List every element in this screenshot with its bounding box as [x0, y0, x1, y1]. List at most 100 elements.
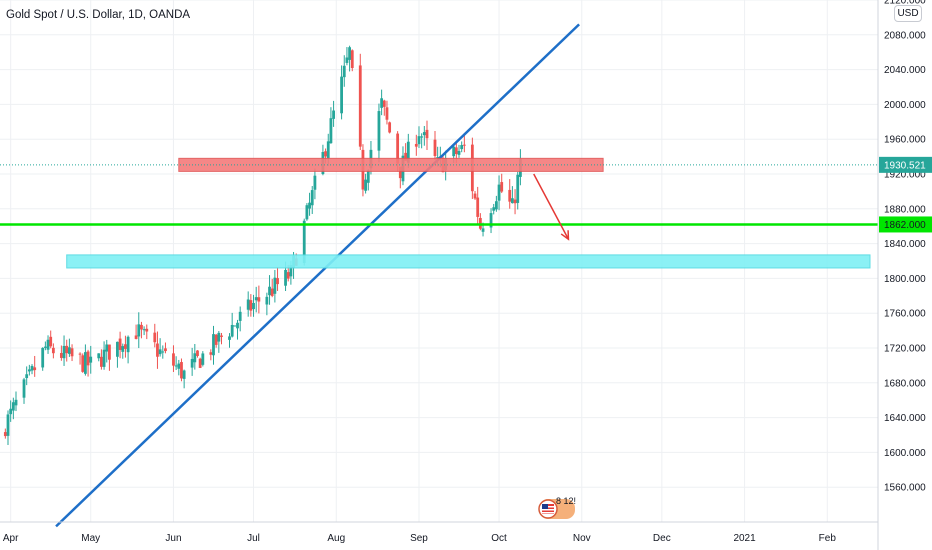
candle-body — [500, 182, 504, 192]
candle-body — [348, 47, 351, 60]
candle-body — [108, 344, 111, 360]
y-tick-label: 1680.000 — [884, 378, 926, 389]
candle-body — [3, 432, 7, 437]
candle-body — [420, 136, 424, 138]
candle-body — [137, 324, 141, 337]
arrow-head — [560, 230, 570, 241]
candle-body — [209, 352, 213, 355]
candle-body — [462, 144, 466, 146]
x-tick-label: Nov — [573, 533, 591, 544]
arrow-shaft — [533, 173, 570, 240]
candle-body — [46, 339, 50, 350]
candle-body — [473, 193, 477, 199]
candle-body — [97, 353, 101, 359]
us-flag-icon — [538, 499, 575, 519]
candle-body — [265, 296, 269, 305]
candle-body — [302, 220, 306, 263]
candle-body — [436, 157, 440, 159]
y-tick-label: 1840.000 — [884, 239, 926, 250]
candle-body — [177, 363, 181, 369]
candle-body — [398, 166, 402, 179]
candle-body — [78, 353, 82, 355]
candle-body — [489, 213, 493, 228]
candle-body — [313, 175, 317, 190]
candle-body — [43, 346, 47, 348]
candle-body — [516, 174, 520, 203]
candle-body — [286, 272, 290, 279]
candle-body — [100, 356, 103, 367]
candle-body — [182, 370, 186, 379]
candle-body — [164, 348, 167, 352]
candle-body — [422, 132, 426, 136]
candle-body — [105, 344, 109, 352]
candle-body — [172, 353, 175, 366]
drawings-layer[interactable] — [0, 23, 878, 528]
candle-body — [233, 325, 237, 327]
x-tick-label: Feb — [819, 533, 837, 544]
candle-body — [217, 332, 221, 342]
y-tick-label: 1720.000 — [884, 344, 926, 355]
ticker-badge[interactable]: 8 12! — [538, 496, 578, 522]
candle-body — [236, 322, 239, 329]
candle-body — [380, 98, 384, 108]
candle-body — [198, 358, 202, 368]
candle-body — [14, 399, 18, 406]
candle-body — [246, 299, 250, 310]
candle-body — [220, 335, 223, 337]
candle-body — [196, 350, 199, 356]
candle-body — [433, 139, 437, 157]
trendline — [55, 23, 580, 528]
currency-button[interactable]: USD — [894, 5, 922, 22]
candle-body — [454, 147, 458, 155]
candle-body — [289, 265, 293, 277]
candle-body — [228, 336, 231, 340]
candle-body — [249, 300, 253, 311]
candle-body — [385, 107, 389, 120]
candle-body — [406, 141, 410, 163]
candle-body — [180, 362, 183, 379]
candle-body — [83, 352, 87, 374]
x-tick-label: Apr — [3, 533, 19, 544]
candle-body — [252, 302, 255, 310]
candle-body — [153, 332, 157, 343]
candle-body — [49, 336, 53, 347]
y-tick-label: 2040.000 — [884, 65, 926, 76]
candle-body — [270, 288, 274, 296]
candle-body — [377, 111, 381, 151]
candle-body — [492, 207, 496, 211]
candle-body — [382, 100, 386, 107]
candle-body — [452, 146, 456, 157]
y-tick-label: 1760.000 — [884, 309, 926, 320]
candle-body — [481, 228, 485, 232]
candle-body — [329, 118, 333, 144]
candle-body — [273, 277, 277, 294]
candle-body — [350, 50, 354, 69]
candle-body — [230, 324, 234, 337]
candle-body — [81, 355, 85, 372]
candle-body — [89, 356, 93, 363]
candle-body — [214, 334, 218, 345]
price-label: 1930.521 — [884, 160, 926, 171]
candle-body — [425, 129, 429, 139]
candle-body — [158, 349, 162, 355]
candle-body — [156, 343, 159, 357]
candle-body — [201, 353, 205, 365]
candle-body — [142, 329, 146, 331]
ticker-badge-label: 8 12! — [556, 496, 577, 506]
x-tick-label: Sep — [410, 533, 428, 544]
candle-body — [326, 141, 330, 159]
candle-body — [340, 76, 343, 114]
candle-body — [510, 198, 514, 204]
candle-body — [174, 365, 178, 367]
x-tick-label: Aug — [327, 533, 345, 544]
candle-body — [22, 379, 26, 398]
x-tick-label: Oct — [491, 533, 507, 544]
candle-body — [305, 205, 309, 220]
candle-body — [140, 324, 143, 330]
candlesticks — [3, 45, 522, 446]
x-tick-label: Jun — [165, 533, 181, 544]
candle-body — [345, 57, 349, 63]
candle-body — [190, 358, 194, 368]
